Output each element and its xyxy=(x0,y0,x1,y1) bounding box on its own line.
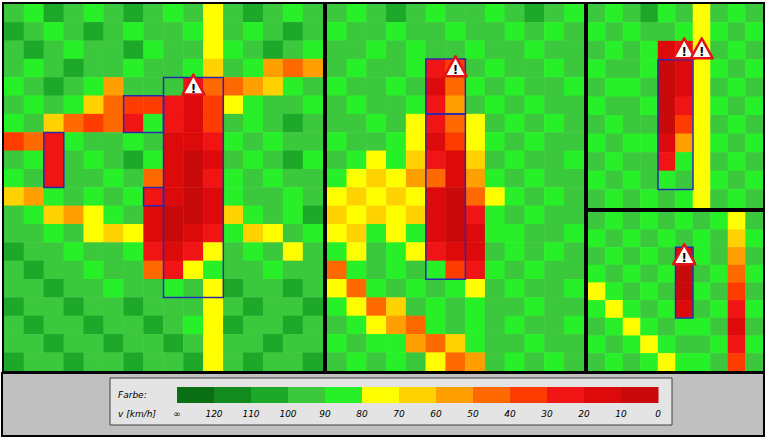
svg-text:100: 100 xyxy=(279,409,296,419)
svg-text:120: 120 xyxy=(205,409,222,419)
svg-text:∞: ∞ xyxy=(173,409,181,419)
svg-text:!: ! xyxy=(453,63,458,77)
svg-text:!: ! xyxy=(682,45,687,59)
svg-text:!: ! xyxy=(699,45,704,59)
svg-text:60: 60 xyxy=(430,409,442,419)
svg-text:40: 40 xyxy=(504,409,516,419)
svg-text:!: ! xyxy=(682,251,687,265)
svg-text:20: 20 xyxy=(578,409,590,419)
svg-text:80: 80 xyxy=(356,409,368,419)
svg-text:v [km/h]: v [km/h] xyxy=(118,409,156,419)
svg-text:0: 0 xyxy=(655,409,661,419)
svg-text:50: 50 xyxy=(467,409,479,419)
svg-text:110: 110 xyxy=(242,409,259,419)
svg-text:70: 70 xyxy=(393,409,405,419)
svg-text:10: 10 xyxy=(615,409,627,419)
svg-text:Farbe:: Farbe: xyxy=(118,390,147,400)
svg-text:30: 30 xyxy=(541,409,553,419)
svg-text:!: ! xyxy=(191,82,196,96)
svg-text:90: 90 xyxy=(319,409,331,419)
